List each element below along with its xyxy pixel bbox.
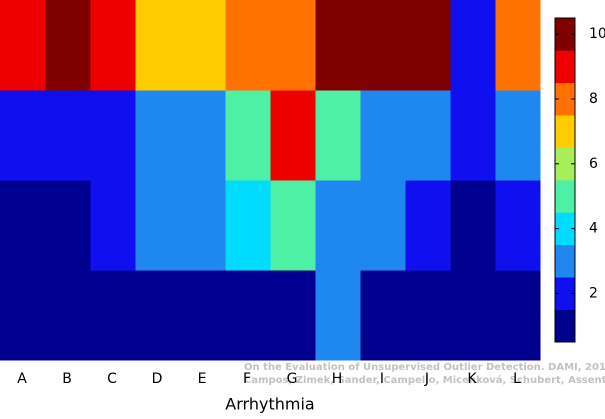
heat-cell	[360, 270, 406, 361]
heat-cell	[450, 90, 496, 181]
colorbar-tick-label: 4	[589, 221, 598, 237]
heat-cell	[0, 0, 46, 91]
heat-cell	[0, 90, 46, 181]
heat-cell	[315, 180, 361, 271]
x-tick-label: D	[152, 371, 163, 387]
heat-cell	[495, 0, 541, 91]
colorbar-band	[555, 147, 575, 181]
heat-cell	[270, 90, 316, 181]
heat-cell	[405, 270, 451, 361]
x-tick-label: B	[62, 371, 72, 387]
colorbar-band	[555, 277, 575, 310]
x-axis-label: Arrhythmia	[225, 395, 314, 414]
x-tick-label: F	[243, 371, 251, 387]
heat-cell	[360, 90, 406, 181]
colorbar-band	[555, 50, 575, 84]
colorbar-tick-label: 2	[589, 285, 598, 301]
x-tick-label: C	[107, 371, 117, 387]
heat-cell	[225, 0, 271, 91]
heat-cell	[45, 180, 91, 271]
x-tick-label: J	[424, 371, 429, 387]
heat-cell	[180, 90, 226, 181]
heat-cell	[0, 180, 46, 271]
colorbar-band	[555, 212, 575, 246]
x-tick-label: I	[380, 371, 384, 387]
heat-cell	[315, 270, 361, 361]
colorbar-band	[555, 115, 575, 148]
heat-cell	[270, 270, 316, 361]
heat-cell	[405, 0, 451, 91]
heat-cell	[90, 180, 136, 271]
heat-cell	[270, 0, 316, 91]
heat-cell	[45, 270, 91, 361]
heat-cell	[225, 90, 271, 181]
heat-cell	[135, 90, 181, 181]
colorbar-band	[555, 309, 575, 343]
x-tick-label: K	[467, 371, 477, 387]
colorbar-band	[555, 244, 575, 278]
heat-cell	[45, 90, 91, 181]
heat-cell	[90, 270, 136, 361]
heat-cell	[225, 180, 271, 271]
colorbar-frame	[554, 17, 576, 343]
heat-cell	[225, 270, 271, 361]
heat-cell	[405, 90, 451, 181]
heat-cell	[405, 180, 451, 271]
heat-cell	[315, 0, 361, 91]
heat-cell	[360, 180, 406, 271]
heat-cell	[495, 90, 541, 181]
heat-cell	[135, 270, 181, 361]
heat-cell	[495, 180, 541, 271]
heat-cell	[270, 180, 316, 271]
annotation: Campos, Zimek, Sander, Campello, Micenko…	[244, 374, 605, 386]
x-tick-label: G	[287, 371, 298, 387]
heat-cell	[315, 90, 361, 181]
colorbar-band	[555, 18, 575, 51]
x-tick-label: L	[513, 371, 521, 387]
heat-cell	[180, 180, 226, 271]
colorbar-tick-label: 8	[589, 91, 598, 107]
heat-cell	[135, 180, 181, 271]
heat-cell	[180, 270, 226, 361]
heat-cell	[450, 180, 496, 271]
colorbar-tick-label: 6	[589, 156, 598, 172]
heat-cell	[450, 0, 496, 91]
x-tick-label: H	[332, 371, 343, 387]
x-tick-label: A	[17, 371, 27, 387]
heat-cell	[360, 0, 406, 91]
heat-cell	[0, 270, 46, 361]
heat-cell	[45, 0, 91, 91]
heat-cell	[135, 0, 181, 91]
annotation: On the Evaluation of Unsupervised Outlie…	[244, 362, 605, 373]
heat-cell	[495, 270, 541, 361]
colorbar-band	[555, 180, 575, 213]
heat-cell	[450, 270, 496, 361]
colorbar-tick-label: 10	[589, 26, 605, 42]
heat-cell	[180, 0, 226, 91]
x-tick-label: E	[198, 371, 207, 387]
heat-cell	[90, 90, 136, 181]
colorbar-band	[555, 82, 575, 116]
heat-cell	[90, 0, 136, 91]
